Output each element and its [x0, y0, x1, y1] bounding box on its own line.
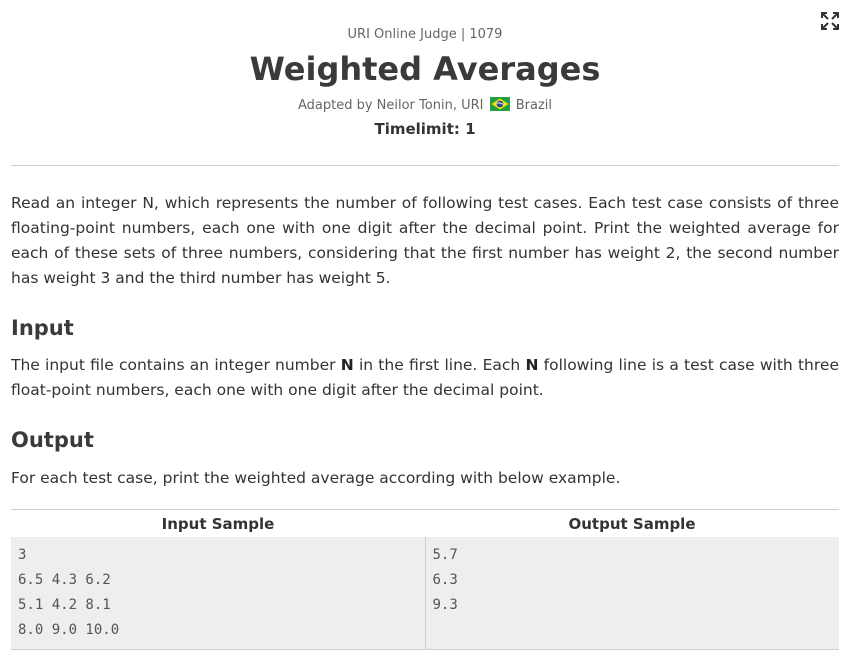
- input-description: The input file contains an integer numbe…: [11, 353, 839, 403]
- input-text-3: following line is a test case with three…: [11, 356, 839, 399]
- timelimit: Timelimit: 1: [374, 120, 476, 138]
- author-line: Adapted by Neilor Tonin, URI Brazil: [11, 97, 839, 113]
- input-sample-cell: 3 6.5 4.3 6.2 5.1 4.2 8.1 8.0 9.0 10.0: [11, 537, 426, 650]
- brazil-flag-icon: [489, 97, 510, 111]
- output-sample-cell: 5.7 6.3 9.3: [425, 537, 839, 650]
- header-divider: [11, 165, 839, 166]
- input-text-2: in the first line. Each: [353, 356, 526, 374]
- input-sample-header: Input Sample: [11, 509, 425, 537]
- output-sample-text[interactable]: 5.7 6.3 9.3: [432, 547, 458, 613]
- judge-line: URI Online Judge | 1079: [347, 27, 503, 42]
- adapted-by-text: Adapted by Neilor Tonin, URI: [297, 98, 484, 113]
- country-text: Brazil: [515, 98, 553, 113]
- output-description: For each test case, print the weighted a…: [11, 469, 621, 487]
- output-heading: Output: [11, 428, 94, 452]
- input-bold-n-2: N: [525, 356, 539, 374]
- input-bold-n-1: N: [340, 356, 354, 374]
- input-sample-text[interactable]: 3 6.5 4.3 6.2 5.1 4.2 8.1 8.0 9.0 10.0: [18, 547, 120, 638]
- sample-table: Input Sample Output Sample 3 6.5 4.3 6.2…: [11, 509, 839, 650]
- fullscreen-expand-icon[interactable]: [820, 11, 840, 31]
- output-sample-header: Output Sample: [425, 509, 839, 537]
- page-title: Weighted Averages: [249, 50, 601, 88]
- input-heading: Input: [11, 316, 74, 340]
- input-text-1: The input file contains an integer numbe…: [11, 356, 341, 374]
- problem-description: Read an integer N, which represents the …: [11, 194, 839, 287]
